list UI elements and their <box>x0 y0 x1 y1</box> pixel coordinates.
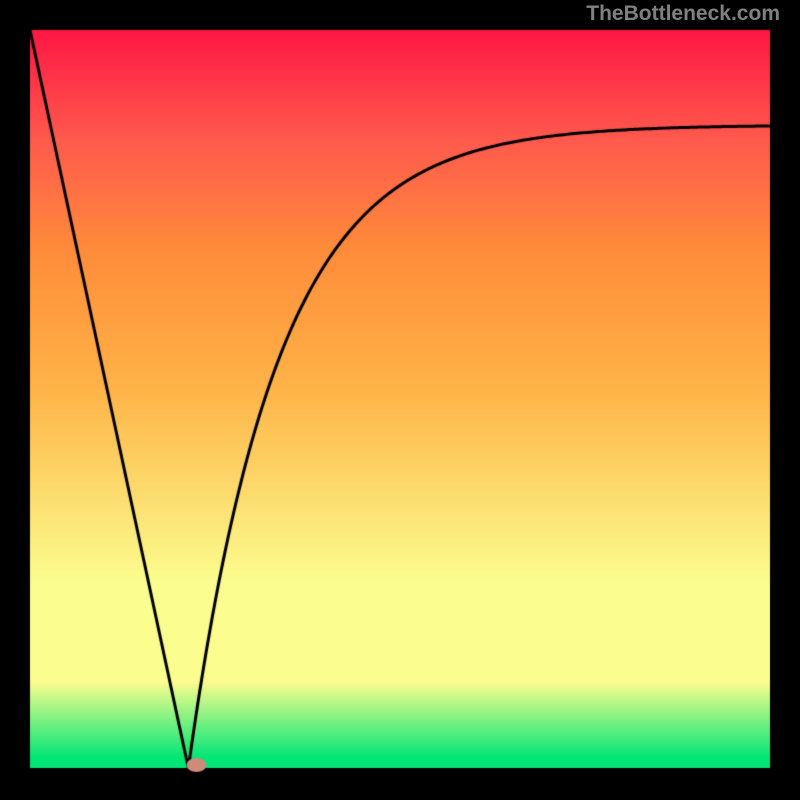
watermark-label: TheBottleneck.com <box>586 2 780 26</box>
chart-container: TheBottleneck.com <box>0 0 800 800</box>
chart-canvas <box>0 0 800 800</box>
